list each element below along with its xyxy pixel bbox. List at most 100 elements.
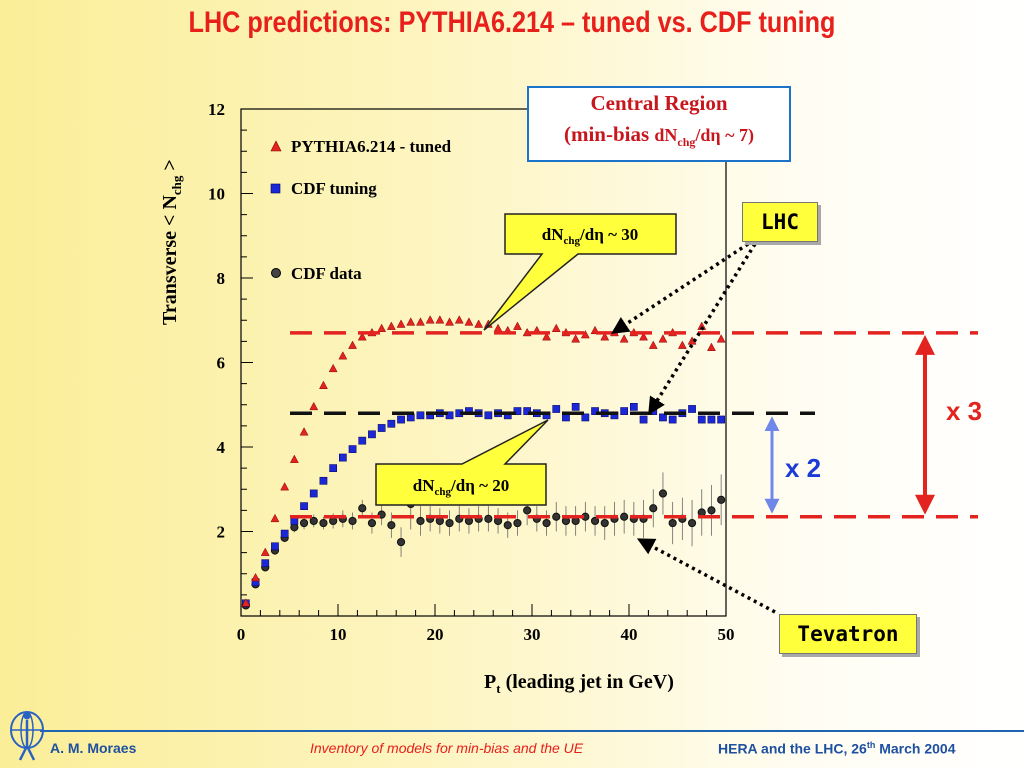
legend-square-icon (270, 183, 281, 194)
cdf-tuning-point (697, 415, 706, 424)
cdf-tuning-point (358, 436, 367, 445)
ratio-x3-label: x 3 (946, 396, 982, 426)
pythia-point (386, 321, 396, 330)
pythia-point (435, 315, 445, 324)
x-axis-label: Pt (leading jet in GeV) (484, 671, 674, 696)
data-point (503, 521, 512, 530)
cdf-tuning-point (523, 407, 531, 415)
pythia-point (571, 334, 581, 343)
data-point (658, 489, 668, 498)
ratio-x2-label: x 2 (785, 453, 821, 483)
pythia-point (600, 332, 610, 341)
legend-triangle-icon (270, 140, 282, 152)
cdf-tuning-point (639, 415, 648, 424)
lhc-label-box: LHC (742, 202, 818, 242)
cdf-tuning-point (630, 403, 638, 411)
legend-pythia-label: PYTHIA6.214 - tuned (291, 137, 452, 156)
cdf-tuning-point (707, 415, 716, 424)
pythia-point (464, 317, 474, 326)
cdf-tuning-point (348, 445, 357, 453)
callout-20: dNchg/dη ~ 20 (375, 419, 549, 506)
pythia-point (425, 315, 435, 324)
y-tick-label: 4 (217, 438, 226, 457)
pythia-point (513, 321, 522, 330)
y-tick-label: 6 (217, 354, 226, 373)
central-region-line1: Central Region (590, 91, 728, 115)
cdf-tuning-point (571, 403, 580, 411)
y-tick-label: 8 (217, 269, 226, 288)
pythia-point (648, 340, 658, 349)
pythia-point (299, 427, 309, 436)
data-point (396, 537, 406, 547)
atlas-logo-icon (10, 711, 44, 761)
data-point (387, 521, 396, 530)
cdf-tuning-point (309, 489, 318, 498)
legend-cdf-tuning-label: CDF tuning (291, 179, 377, 198)
data-point (649, 504, 658, 513)
pythia-point (241, 598, 251, 607)
data-point (542, 518, 551, 528)
x-tick-label: 50 (718, 625, 735, 644)
x-tick-label: 0 (237, 625, 246, 644)
callout-30-text: dNchg/dη ~ 30 (542, 225, 638, 247)
legend: PYTHIA6.214 - tuned CDF tuning CDF data (270, 137, 452, 283)
pythia-point (357, 332, 367, 341)
footer-talk-title: Inventory of models for min-bias and the… (310, 740, 584, 756)
cdf-tuning-point (300, 502, 308, 510)
data-point (299, 518, 309, 528)
data-point (309, 516, 318, 526)
pythia-point (716, 334, 726, 343)
pythia-point (396, 319, 406, 328)
tevatron-pointer (636, 538, 776, 614)
pythia-point (280, 482, 290, 491)
pythia-point (319, 380, 328, 389)
footer-author: A. M. Moraes (50, 740, 137, 756)
pythia-point (289, 454, 299, 463)
data-point (348, 516, 357, 526)
cdf-tuning-point (445, 411, 454, 420)
callout-20-text: dNchg/dη ~ 20 (413, 476, 509, 498)
cdf-tuning-point (329, 464, 337, 472)
data-point (707, 506, 716, 515)
data-point (484, 514, 493, 523)
x-tick-label: 40 (621, 625, 638, 644)
pythia-point (416, 317, 425, 326)
data-point (513, 518, 522, 528)
central-region-line2: (min-bias dNchg/dη ~ 7) (563, 122, 755, 150)
cdf-tuning-point (484, 411, 493, 420)
pythia-point (338, 351, 348, 360)
pythia-point (454, 315, 464, 324)
slide-title: LHC predictions: PYTHIA6.214 – tuned vs.… (188, 6, 836, 39)
cdf-tuning-point (581, 413, 590, 422)
cdf-tuning-point (552, 405, 561, 413)
cdf-tuning-point (319, 476, 328, 485)
cdf-tuning-point (271, 542, 279, 551)
lhc-cdf-pointer (648, 243, 757, 415)
data-point (319, 518, 328, 528)
pythia-point (677, 340, 687, 349)
data-point (668, 518, 677, 528)
cdf-tuning-point (377, 424, 386, 432)
pythia-point (619, 334, 629, 343)
cdf-tuning-point (397, 415, 405, 424)
data-point (552, 512, 561, 521)
cdf-tuning-point (688, 405, 696, 413)
x-tick-label: 30 (524, 625, 541, 644)
x-tick-label: 10 (330, 625, 347, 644)
x-tick-label: 20 (427, 625, 444, 644)
central-region-box: Central Region (min-bias dNchg/dη ~ 7) (527, 86, 791, 162)
pythia-point (270, 513, 280, 523)
data-point (590, 516, 600, 526)
callout-30: dNchg/dη ~ 30 (483, 213, 677, 331)
pythia-point (309, 401, 319, 411)
legend-cdf-data-label: CDF data (291, 264, 362, 283)
pythia-point (377, 323, 387, 332)
pythia-point (542, 332, 551, 341)
pythia-point (658, 334, 668, 343)
pythia-point (406, 317, 416, 326)
legend-circle-icon (271, 268, 281, 278)
footer-divider (40, 730, 1024, 732)
data-point (358, 504, 367, 513)
data-point (687, 518, 697, 528)
